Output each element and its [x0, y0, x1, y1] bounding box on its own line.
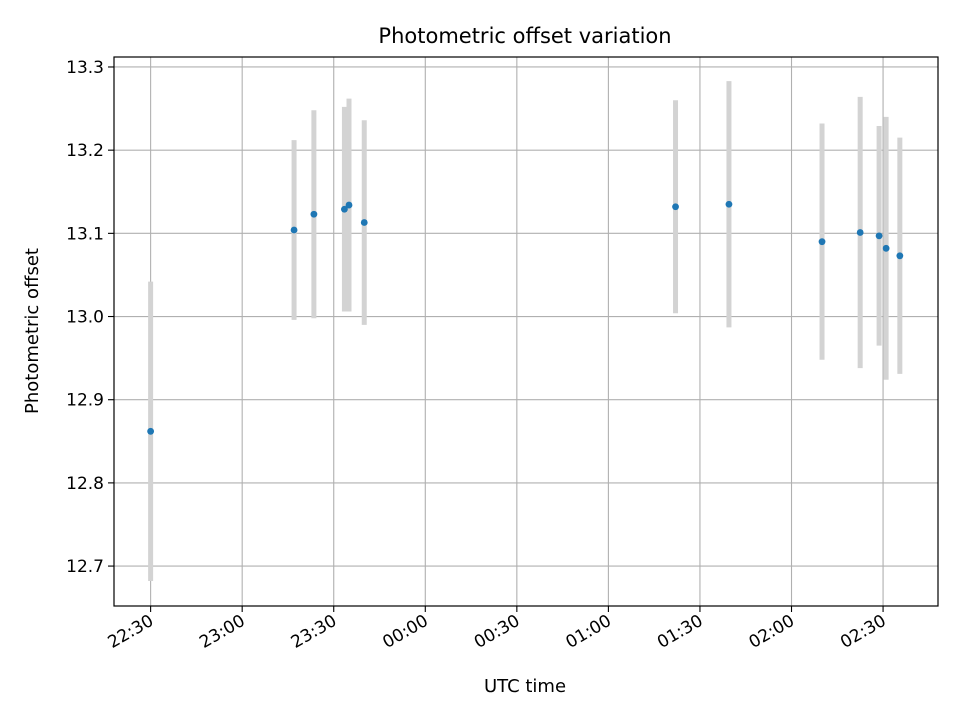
- y-axis-label: Photometric offset: [22, 248, 43, 414]
- data-point: [290, 226, 298, 234]
- data-point: [672, 203, 679, 211]
- grid: [114, 57, 938, 606]
- plot-frame: [113, 56, 939, 607]
- y-tick-label: 12.8: [66, 474, 104, 494]
- data-point: [818, 238, 826, 246]
- data-point: [856, 229, 864, 236]
- y-tick-label: 12.9: [66, 391, 104, 411]
- data-point: [310, 210, 318, 218]
- x-axis-label: UTC time: [484, 676, 566, 697]
- data-point: [341, 205, 348, 213]
- data-point: [360, 219, 368, 226]
- chart-title: Photometric offset variation: [378, 24, 671, 48]
- y-tick-label: 13.3: [66, 58, 104, 78]
- data-point: [345, 201, 353, 209]
- data-point: [882, 244, 890, 252]
- data-point: [875, 232, 883, 240]
- data-point: [896, 252, 904, 260]
- y-axis-ticks: 12.7 12.8 12.9 13.0 13.1 13.2 13.3: [66, 58, 114, 577]
- y-tick-label: 12.7: [66, 557, 104, 577]
- data-points: [147, 200, 904, 435]
- data-point: [725, 200, 733, 208]
- y-tick-label: 13.1: [66, 224, 104, 244]
- data-point: [147, 427, 155, 435]
- y-tick-label: 13.2: [66, 141, 104, 161]
- y-tick-label: 13.0: [66, 308, 104, 328]
